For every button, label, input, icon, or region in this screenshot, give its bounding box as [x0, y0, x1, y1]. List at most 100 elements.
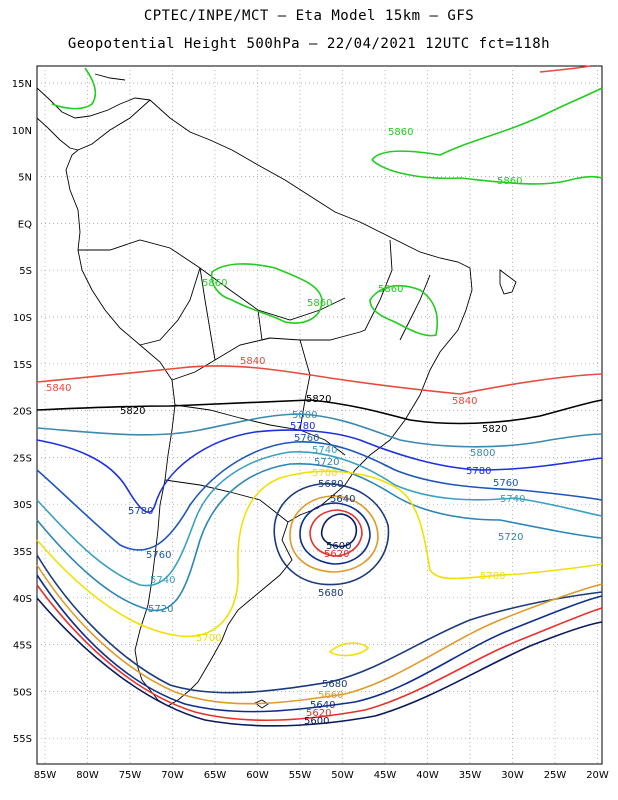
lon-tick-label: 30W: [501, 770, 524, 781]
contour-5860: [369, 284, 439, 337]
contour-5740: [36, 451, 603, 587]
contour-label: 5820: [306, 394, 331, 405]
contour-label: 5860: [202, 278, 227, 289]
lat-tick-label: EQ: [18, 219, 32, 230]
panama-coast: [36, 117, 79, 151]
contour-5860: [210, 263, 323, 324]
contour-5760: [36, 440, 603, 551]
contour-label: 5720: [498, 532, 523, 543]
contour-label: 5860: [388, 127, 413, 138]
contour-label: 5760: [493, 478, 518, 489]
contour-label: 5800: [470, 448, 495, 459]
geopotential-contours: [36, 65, 603, 727]
contour-label: 5800: [292, 410, 317, 421]
contour-5860: [51, 67, 97, 110]
lat-tick-label: 10S: [13, 313, 32, 324]
contour-label: 5660: [318, 690, 343, 701]
caribbean-islands: [94, 73, 126, 81]
lat-lon-grid: [37, 66, 602, 764]
lat-tick-label: 5N: [18, 173, 32, 184]
contour-label: 5620: [324, 549, 349, 560]
border-south-1: [174, 404, 346, 456]
lon-tick-label: 40W: [416, 770, 439, 781]
contour-label: 5720: [148, 604, 173, 615]
contour-label: 5840: [452, 396, 477, 407]
lon-tick-label: 75W: [119, 770, 142, 781]
contour-labels: 5860 5860 5860 5860 5860 5840 5840 5840 …: [46, 127, 525, 727]
contour-5600: [320, 513, 358, 548]
lon-tick-label: 85W: [34, 770, 57, 781]
lat-tick-label: 50S: [13, 687, 32, 698]
map-title: CPTEC/INPE/MCT – Eta Model 15km – GFS: [143, 8, 475, 24]
border-paraguay: [257, 309, 271, 341]
contour-label: 5780: [466, 466, 491, 477]
lon-tick-label: 50W: [331, 770, 354, 781]
contour-label: 5780: [128, 506, 153, 517]
lat-tick-label: 25S: [13, 453, 32, 464]
contour-label: 5700: [196, 633, 221, 644]
lon-tick-label: 55W: [289, 770, 312, 781]
contour-5800: [36, 413, 603, 448]
border-peru: [139, 267, 201, 346]
contour-5700: [328, 642, 370, 657]
border-brazil-states-2: [399, 274, 431, 341]
lat-tick-label: 20S: [13, 407, 32, 418]
border-brazil-states-1: [359, 239, 393, 333]
contour-5820: [36, 399, 603, 425]
coastlines: [36, 73, 517, 709]
south-america-coast: [65, 99, 473, 707]
lat-tick-label: 5S: [19, 266, 32, 277]
contour-label: 5740: [312, 445, 337, 456]
contour-label: 5740: [500, 494, 525, 505]
axis-ticks: 15N 10N 5N EQ 5S 10S 15S 20S 25S 30S 35S 40S 45S 50S 5…: [12, 79, 609, 781]
contour-label: 5700: [312, 468, 337, 479]
contour-5860: [371, 159, 603, 185]
lat-tick-label: 30S: [13, 500, 32, 511]
contour-label: 5680: [318, 588, 343, 599]
lon-tick-label: 35W: [459, 770, 482, 781]
contour-5640: [299, 502, 371, 565]
lat-tick-label: 40S: [13, 594, 32, 605]
contour-5680: [36, 554, 603, 694]
contour-5640: [36, 574, 603, 713]
contour-5840: [539, 65, 591, 73]
lat-tick-label: 10N: [12, 126, 32, 137]
border-central: [171, 331, 361, 381]
contour-5600: [36, 597, 603, 727]
contour-label: 5680: [318, 479, 343, 490]
lat-tick-label: 45S: [13, 641, 32, 652]
contour-label: 5860: [307, 298, 332, 309]
atlantic-island: [499, 269, 517, 295]
map-subtitle: Geopotential Height 500hPa – 22/04/2021 …: [67, 36, 551, 52]
contour-5660: [289, 495, 379, 573]
lon-tick-label: 60W: [246, 770, 269, 781]
border-north: [78, 239, 346, 321]
contour-5620: [309, 509, 363, 557]
contour-5780: [36, 429, 603, 513]
lat-tick-label: 55S: [13, 734, 32, 745]
contour-label: 5680: [322, 679, 347, 690]
contour-5840: [36, 365, 603, 395]
contour-label: 5860: [378, 284, 403, 295]
contour-label: 5640: [310, 700, 335, 711]
contour-label: 5840: [240, 356, 265, 367]
contour-5860: [371, 87, 603, 161]
contour-label: 5740: [150, 575, 175, 586]
contour-label: 5820: [482, 424, 507, 435]
lat-tick-label: 15N: [12, 79, 32, 90]
contour-5720: [36, 462, 603, 612]
border-bolivia: [199, 267, 216, 361]
lat-tick-label: 15S: [13, 360, 32, 371]
contour-label: 5600: [326, 541, 351, 552]
lon-tick-label: 70W: [161, 770, 184, 781]
border-brazil-states-3: [299, 339, 311, 431]
contour-label: 5720: [314, 457, 339, 468]
lon-tick-label: 20W: [586, 770, 609, 781]
contour-label: 5820: [120, 406, 145, 417]
lon-tick-label: 65W: [204, 770, 227, 781]
contour-label: 5620: [306, 708, 331, 719]
contour-label: 5640: [330, 494, 355, 505]
contour-5680: [273, 483, 390, 586]
contour-label: 5840: [46, 383, 71, 394]
